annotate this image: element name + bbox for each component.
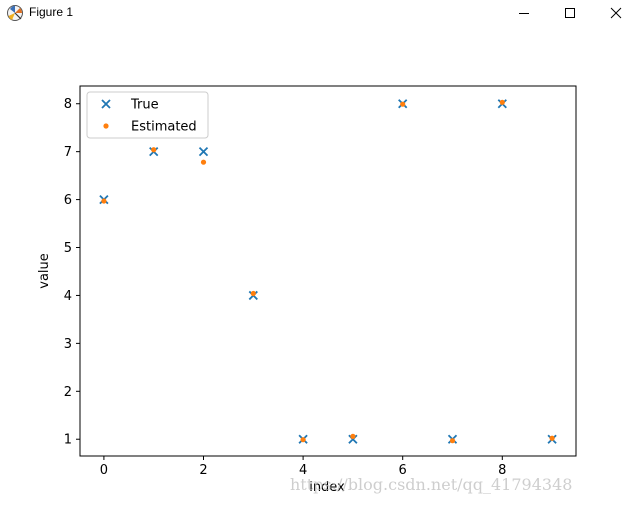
x-tick-label: 8 [498,463,506,478]
y-tick-label: 4 [64,289,72,304]
estimated-point [549,435,555,441]
window-title: Figure 1 [29,5,74,19]
estimated-point [250,290,256,297]
y-tick-label: 8 [64,97,72,112]
estimated-point [499,99,505,105]
estimated-point [350,433,356,439]
close-button[interactable] [593,0,637,26]
y-axis-label: value [37,253,52,289]
watermark: https://blog.csdn.net/qq_41794348 [290,475,573,494]
estimated-point [200,159,207,165]
estimated-point [449,438,456,444]
minimize-icon [519,13,529,14]
window-titlebar: Figure 1 [0,0,637,26]
figure-canvas: 0 2 4 6 8 1 2 3 4 5 6 7 8 index value True Estimated [0,26,637,505]
x-axis-label: index [309,480,345,495]
y-tick-label: 2 [64,385,72,400]
estimated-point [101,198,107,204]
x-tick-label: 2 [199,463,207,478]
plot-frame [79,85,577,457]
estimated-point [151,147,157,153]
legend-true-marker [101,99,111,109]
y-tick-label: 3 [64,337,72,352]
maximize-icon [565,8,575,18]
matplotlib-figure-icon [7,5,23,21]
y-tick-label: 1 [64,433,72,448]
legend-estimated-marker [103,123,109,129]
legend-true-label: True [130,98,159,113]
legend-box [86,91,209,139]
minimize-button[interactable] [501,0,547,26]
x-tick-label: 4 [299,463,307,478]
true-point [348,434,358,444]
y-tick-label: 6 [64,193,72,208]
estimated-point [400,101,406,107]
legend-estimated-label: Estimated [131,120,197,135]
estimated-point [300,437,306,443]
scatter-chart: 0 2 4 6 8 1 2 3 4 5 6 7 8 index value True Estimated [37,85,577,495]
y-tick-label: 5 [64,241,72,256]
maximize-button[interactable] [547,0,593,26]
y-tick-label: 7 [64,145,72,160]
x-tick-label: 6 [399,463,407,478]
x-tick-label: 0 [100,463,108,478]
true-point [198,147,209,157]
close-icon [610,7,622,19]
